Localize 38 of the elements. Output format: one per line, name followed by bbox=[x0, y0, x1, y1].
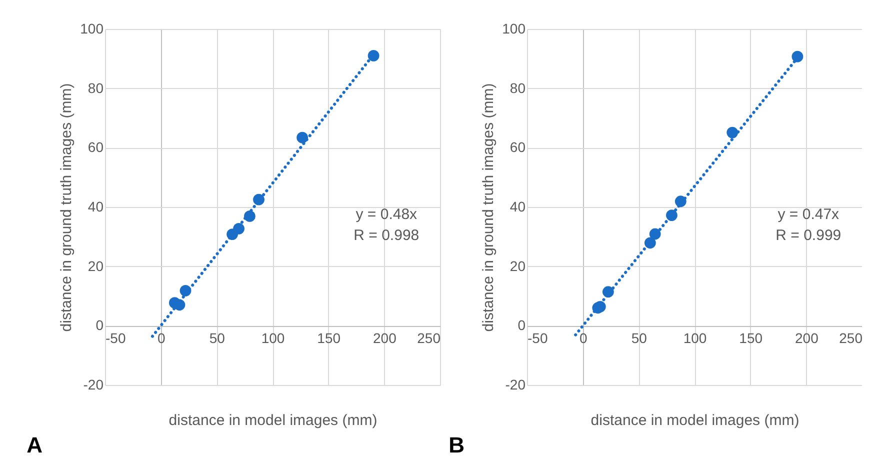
y-tick-label: 0 bbox=[96, 317, 104, 334]
x-tick-label: 150 bbox=[739, 330, 763, 346]
annotation: R = 0.998 bbox=[354, 227, 420, 244]
x-tick-label: 250 bbox=[417, 330, 441, 346]
y-tick-label: 80 bbox=[88, 80, 104, 96]
y-tick-label: 100 bbox=[80, 20, 104, 36]
y-tick-label: 20 bbox=[88, 258, 104, 274]
y-tick-label: -20 bbox=[83, 376, 104, 392]
text: B bbox=[448, 432, 465, 458]
y-tick-label: 60 bbox=[88, 139, 104, 156]
y-tick-label: 40 bbox=[88, 198, 104, 214]
x-tick-label: 0 bbox=[157, 330, 166, 346]
x-tick-label: -50 bbox=[528, 330, 548, 346]
y-tick-label: 100 bbox=[502, 20, 526, 36]
y-tick-label: 80 bbox=[510, 80, 526, 96]
y-tick-label: 60 bbox=[510, 139, 526, 156]
text: A bbox=[26, 432, 43, 458]
x-tick-label: 100 bbox=[683, 330, 707, 346]
x-tick-label: 150 bbox=[317, 330, 341, 346]
x-tick-label: 200 bbox=[794, 330, 819, 346]
x-tick-label: 50 bbox=[631, 330, 648, 346]
y-axis-title: distance in ground truth images (mm) bbox=[480, 83, 498, 332]
x-tick-label: 0 bbox=[579, 330, 588, 346]
x-tick-label: 50 bbox=[209, 330, 226, 346]
y-tick-label: 0 bbox=[518, 317, 526, 334]
x-tick-label: 250 bbox=[839, 330, 863, 346]
y-axis-title: distance in ground truth images (mm) bbox=[58, 83, 76, 332]
y-tick-label: -20 bbox=[505, 376, 526, 392]
x-tick-label: 100 bbox=[261, 330, 285, 346]
x-tick-label: 200 bbox=[372, 330, 397, 346]
x-tick-label: -50 bbox=[106, 330, 126, 346]
x-axis-title: distance in model images (mm) bbox=[590, 412, 800, 429]
y-tick-label: 40 bbox=[510, 198, 526, 214]
x-axis-title: distance in model images (mm) bbox=[168, 412, 378, 429]
annotation: y = 0.48x bbox=[356, 206, 418, 224]
y-tick-label: 20 bbox=[510, 258, 526, 274]
annotation: R = 0.999 bbox=[776, 227, 842, 244]
annotation: y = 0.47x bbox=[778, 206, 840, 224]
